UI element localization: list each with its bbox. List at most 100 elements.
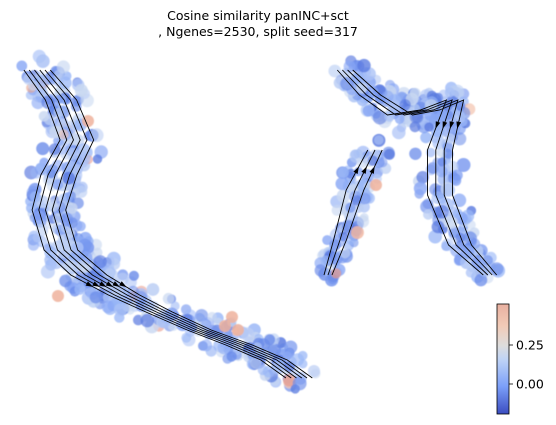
- cell-point: [59, 76, 72, 90]
- streamline-arrow: [119, 281, 127, 288]
- cell-point: [36, 142, 50, 156]
- colorbar-gradient: [496, 303, 510, 415]
- cell-point: [381, 90, 394, 103]
- cell-point: [23, 73, 35, 85]
- cell-point: [53, 107, 64, 118]
- cell-point: [343, 60, 356, 73]
- cell-point: [36, 54, 50, 68]
- cell-point: [423, 209, 434, 220]
- cell-point: [340, 77, 354, 91]
- cell-point: [409, 147, 422, 160]
- cell-point: [329, 239, 341, 251]
- streamline: [39, 69, 303, 379]
- streamline-arrow: [99, 281, 107, 287]
- cell-point: [292, 376, 307, 391]
- cell-point: [40, 264, 55, 279]
- cell-point: [335, 177, 349, 191]
- cell-point: [82, 115, 94, 127]
- cell-point: [424, 122, 434, 132]
- cell-point: [59, 274, 72, 288]
- cell-point: [356, 82, 368, 94]
- cell-point: [435, 205, 449, 219]
- cell-point: [28, 239, 39, 251]
- streamline-arrow: [112, 281, 120, 287]
- cell-point: [456, 158, 471, 172]
- streamline-arrow: [442, 121, 448, 129]
- cell-point: [93, 255, 107, 269]
- cell-point: [226, 351, 237, 362]
- chart-title-line-1: Cosine similarity panINC+sct: [167, 8, 349, 23]
- cell-point: [426, 147, 436, 158]
- cell-point: [338, 167, 349, 179]
- cell-point: [181, 332, 192, 343]
- streamline: [342, 69, 489, 276]
- cell-point: [257, 364, 268, 376]
- streamline-arrow: [449, 121, 455, 129]
- cell-point: [383, 148, 395, 160]
- cell-point: [453, 132, 467, 146]
- streamline: [49, 69, 313, 379]
- cell-point: [436, 194, 447, 205]
- cell-point: [362, 105, 375, 117]
- cell-point: [357, 58, 371, 73]
- cell-point: [377, 157, 388, 168]
- cell-point: [465, 267, 476, 278]
- cell-point: [413, 181, 428, 196]
- cell-point: [455, 232, 466, 243]
- cell-point: [328, 64, 342, 78]
- cell-point: [207, 311, 217, 322]
- cell-point: [443, 149, 454, 160]
- cell-point: [128, 270, 139, 281]
- cell-point: [66, 202, 78, 214]
- cell-point: [16, 60, 28, 72]
- cell-point: [416, 171, 430, 184]
- cell-point: [75, 185, 88, 198]
- streamline: [34, 69, 297, 379]
- cell-point: [340, 248, 351, 259]
- cell-point: [60, 212, 74, 227]
- streamline: [44, 69, 308, 379]
- cell-point: [284, 340, 298, 354]
- colorbar: 0.25 0.00: [496, 303, 544, 415]
- cell-point: [58, 129, 69, 140]
- cell-point: [75, 221, 86, 232]
- cell-point: [444, 87, 455, 98]
- cell-point: [31, 96, 45, 110]
- cell-point: [320, 255, 332, 267]
- cell-point: [351, 71, 365, 85]
- cell-point: [162, 292, 175, 305]
- chart-title-line-2: , Ngenes=2530, split seed=317: [158, 24, 358, 39]
- cell-point: [392, 125, 406, 140]
- cell-point: [200, 339, 213, 352]
- cell-point: [92, 154, 103, 164]
- cell-point: [71, 95, 82, 107]
- streamline-arrow: [435, 121, 441, 129]
- cell-point: [350, 226, 364, 239]
- cell-point: [461, 245, 475, 259]
- cell-point: [77, 151, 91, 165]
- cell-point: [490, 262, 504, 276]
- cell-point: [394, 114, 405, 124]
- cell-point: [63, 259, 76, 272]
- cell-point: [367, 155, 379, 166]
- cell-point: [336, 189, 351, 203]
- cell-point: [38, 111, 50, 122]
- cell-point: [349, 149, 363, 163]
- streamline: [28, 69, 292, 379]
- streamline: [352, 69, 498, 276]
- cell-point: [471, 256, 485, 271]
- cell-point: [307, 365, 321, 378]
- cell-point: [104, 268, 115, 279]
- cell-point: [46, 75, 57, 85]
- cell-point: [384, 111, 395, 122]
- cell-point: [283, 373, 296, 387]
- cell-point: [451, 169, 463, 181]
- cell-point: [356, 215, 370, 228]
- streamline: [23, 69, 287, 379]
- colorbar-tick-label: 0.25: [516, 338, 544, 353]
- cell-point: [74, 284, 86, 295]
- cell-point: [219, 320, 231, 332]
- cell-point: [409, 121, 421, 133]
- cell-point: [104, 256, 115, 267]
